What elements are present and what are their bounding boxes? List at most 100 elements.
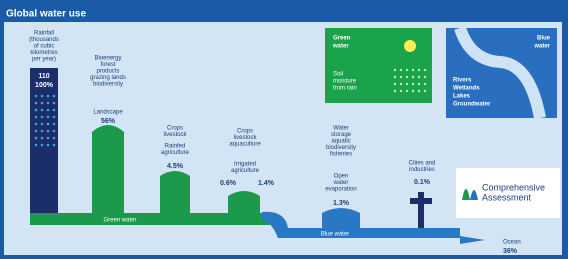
node-description: Crops (237, 129, 253, 135)
node-description: biodiversity (93, 82, 123, 88)
soil-dot (418, 90, 420, 92)
node-description: livestock (163, 132, 187, 138)
node-description: aquatic (331, 139, 350, 145)
soil-dot (418, 76, 420, 78)
node-description: per year) (32, 57, 56, 63)
soil-dot (412, 83, 414, 85)
rain-dot (35, 130, 38, 133)
soil-dot (406, 83, 408, 85)
logo-text: Assessment (482, 192, 532, 202)
legend-text: Soil (333, 72, 343, 78)
node-description: Crops (167, 126, 183, 132)
soil-dot (424, 83, 426, 85)
rain-dot (35, 109, 38, 112)
rain-dot (41, 130, 44, 133)
node-description: fisheries (330, 152, 352, 158)
node-description: biodiversity (326, 145, 356, 151)
legend-text: moisture (333, 79, 357, 85)
node-description: livestock (233, 135, 257, 141)
node-share: 1.3% (333, 200, 350, 207)
rain-dot (35, 123, 38, 126)
soil-dot (394, 90, 396, 92)
rain-dot (53, 130, 56, 133)
rain-dot (41, 109, 44, 112)
blue-flow-label: Blue water (321, 232, 349, 238)
legend-title: Green (333, 36, 351, 42)
soil-dot (412, 69, 414, 71)
legend-text: from rain (333, 86, 357, 92)
soil-dot (424, 69, 426, 71)
legend-text: Groundwater (453, 102, 491, 108)
node-description: (thousands (29, 37, 59, 43)
rain-dot (41, 137, 44, 140)
soil-dot (394, 69, 396, 71)
soil-dot (394, 83, 396, 85)
rain-dot (35, 102, 38, 105)
node-description: Water (333, 126, 349, 132)
tap-pipe (418, 192, 424, 228)
rain-dot (47, 95, 50, 98)
soil-dot (418, 69, 420, 71)
soil-dot (412, 90, 414, 92)
rain-dot (47, 123, 50, 126)
node-use: Landscape (93, 110, 123, 116)
node-share: 56% (101, 118, 116, 125)
green-flow (30, 213, 270, 225)
node-share: 36% (503, 248, 518, 255)
soil-dot (424, 90, 426, 92)
rain-dot (47, 130, 50, 133)
legend-title: Blue (537, 36, 551, 42)
irrigated-tower (228, 191, 260, 216)
rain-dot (47, 102, 50, 105)
sun (404, 40, 416, 52)
node-use: Irrigated (234, 162, 256, 168)
node-description: storage (331, 132, 352, 138)
page: {"title": "Global water use", "nodes": [… (0, 0, 568, 259)
node-use: water (333, 180, 349, 186)
soil-dot (424, 76, 426, 78)
node-description: kilometres (30, 50, 57, 56)
node-share: 110 (38, 73, 49, 80)
node-description: forest (100, 62, 115, 68)
rain-dot (53, 144, 56, 147)
node-share: 1.4% (258, 180, 275, 187)
node-description: Bioenergy (94, 56, 121, 62)
rainfall-column (30, 68, 58, 216)
soil-dot (406, 90, 408, 92)
rain-dot (35, 144, 38, 147)
node-description: industries (409, 167, 435, 173)
rain-dot (35, 116, 38, 119)
soil-dot (412, 76, 414, 78)
node-use: agriculture (161, 150, 190, 156)
rain-dot (53, 116, 56, 119)
rain-dot (53, 109, 56, 112)
node-description: Rainfall (34, 31, 54, 37)
legend-title: water (533, 44, 550, 50)
node-description: grazing lands (90, 75, 126, 81)
node-description: Cities and (409, 161, 436, 167)
soil-dot (400, 90, 402, 92)
rain-dot (35, 137, 38, 140)
legend-text: Lakes (453, 94, 471, 100)
soil-dot (400, 83, 402, 85)
node-share: 0.1% (414, 179, 431, 186)
rain-dot (41, 116, 44, 119)
soil-dot (418, 83, 420, 85)
legend-title: water (332, 44, 349, 50)
rain-dot (41, 102, 44, 105)
node-use: Open (334, 174, 349, 180)
soil-dot (400, 76, 402, 78)
node-use: agriculture (231, 168, 260, 174)
node-use: Ocean (503, 240, 521, 246)
node-use: evaporation (325, 187, 356, 193)
rain-dot (41, 95, 44, 98)
rain-dot (53, 102, 56, 105)
green-flow-label: Green water (103, 218, 136, 224)
node-description: of cubic (34, 44, 55, 50)
node-share: 4.5% (167, 163, 184, 170)
rainfed-tower (160, 171, 190, 216)
legend-text: Rivers (453, 78, 472, 84)
open-water-dome (322, 208, 360, 230)
rain-dot (47, 137, 50, 140)
soil-dot (394, 76, 396, 78)
